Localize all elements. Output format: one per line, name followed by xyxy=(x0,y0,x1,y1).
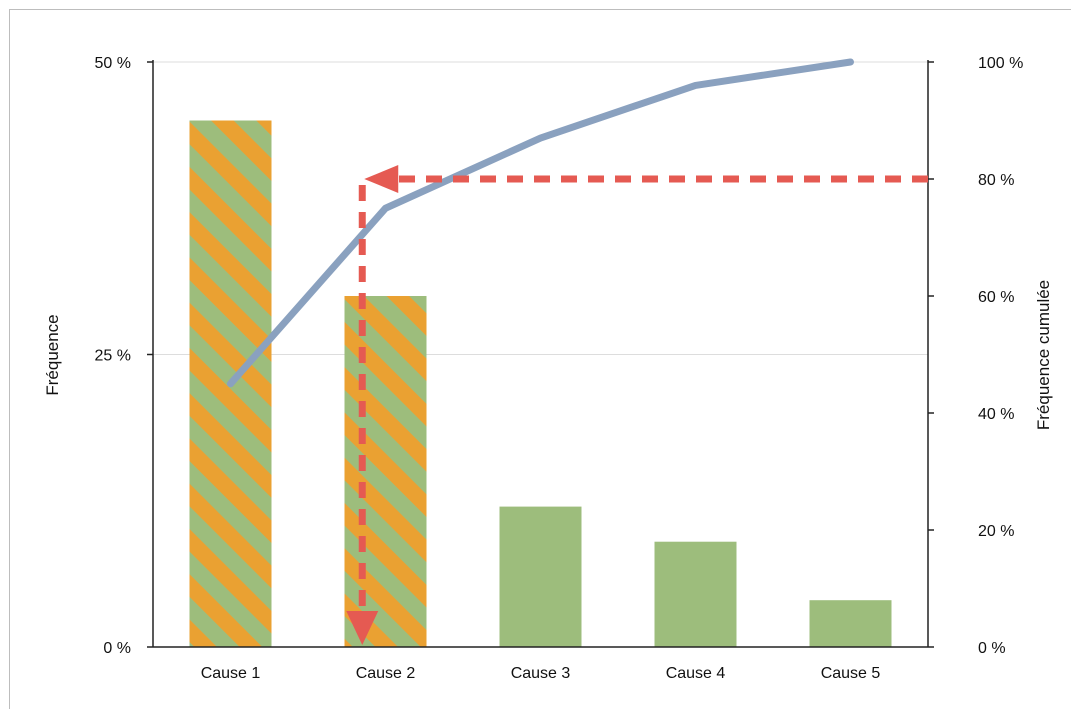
y2-axis-label: Fréquence cumulée xyxy=(1034,280,1053,430)
cumulative-point-2 xyxy=(385,207,386,209)
cumulative-point-1 xyxy=(230,383,231,385)
cumulative-point-5 xyxy=(850,61,851,63)
bar-2 xyxy=(344,296,427,647)
threshold-marker xyxy=(346,165,928,645)
x-tick-label-3: Cause 3 xyxy=(511,665,571,682)
y2-tick-label-5: 100 % xyxy=(978,55,1023,72)
x-tick-label-4: Cause 4 xyxy=(666,665,726,682)
x-tick-label-2: Cause 2 xyxy=(356,665,416,682)
y2-tick-label-1: 20 % xyxy=(978,523,1014,540)
y-tick-label-2: 50 % xyxy=(95,55,131,72)
cumulative-point-4 xyxy=(695,84,696,86)
y-tick-label-1: 25 % xyxy=(95,348,131,365)
right-y-ticks: 0 % 20 % 40 % 60 % 80 % 100 % xyxy=(928,55,1023,657)
y2-tick-label-4: 80 % xyxy=(978,172,1014,189)
x-tick-label-5: Cause 5 xyxy=(821,665,881,682)
cumulative-point-3 xyxy=(540,137,541,139)
y-tick-label-0: 0 % xyxy=(103,640,131,657)
bar-3 xyxy=(499,506,582,647)
bar-4 xyxy=(654,541,737,647)
x-ticks: Cause 1 Cause 2 Cause 3 Cause 4 Cause 5 xyxy=(201,665,881,682)
cumulative-line-path xyxy=(227,58,854,388)
chart-frame xyxy=(9,9,1071,709)
threshold-arrow-left xyxy=(364,165,399,193)
y2-tick-label-2: 40 % xyxy=(978,406,1014,423)
axes xyxy=(152,60,929,648)
bars xyxy=(189,120,892,647)
cumulative-line xyxy=(227,58,854,388)
bar-5 xyxy=(809,600,892,647)
threshold-arrow-down xyxy=(346,611,379,645)
y2-tick-label-3: 60 % xyxy=(978,289,1014,306)
left-y-ticks: 0 % 25 % 50 % xyxy=(95,55,153,657)
x-tick-label-1: Cause 1 xyxy=(201,665,261,682)
gridlines xyxy=(153,61,928,355)
y2-tick-label-0: 0 % xyxy=(978,640,1006,657)
y-axis-label: Fréquence xyxy=(43,314,62,395)
